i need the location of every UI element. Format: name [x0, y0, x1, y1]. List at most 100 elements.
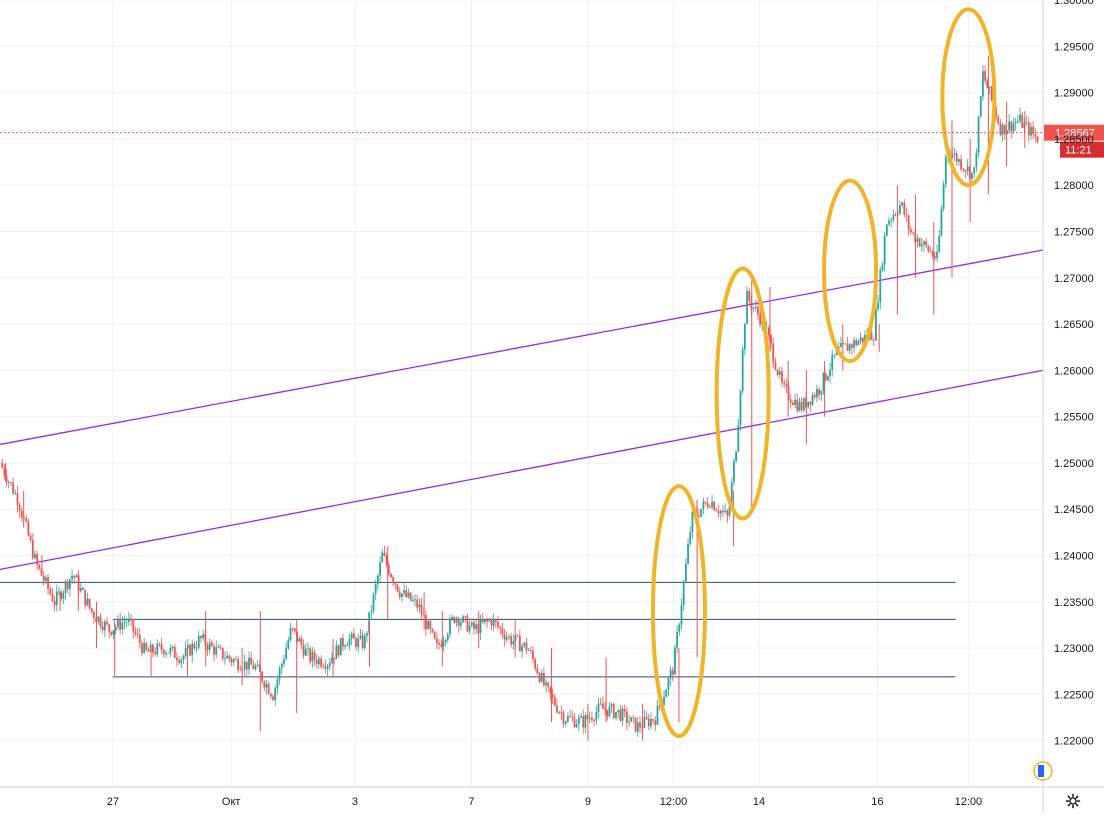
candle-body — [883, 235, 886, 265]
candle-body — [444, 639, 447, 642]
highlight-ellipses[interactable] — [650, 7, 997, 739]
channel-line[interactable] — [0, 369, 1044, 571]
candle-body — [154, 652, 156, 655]
candle-body — [90, 608, 93, 612]
candle-body — [114, 627, 117, 631]
candle-body — [617, 709, 620, 713]
candle-body — [272, 696, 274, 701]
candle-body — [774, 362, 777, 370]
candle-body — [82, 587, 84, 590]
candle-body — [979, 96, 982, 117]
candle-body — [564, 721, 567, 724]
candle-body — [619, 709, 622, 721]
candle-body — [160, 644, 163, 650]
candle-body — [964, 170, 967, 172]
candle-body — [446, 634, 449, 640]
candle-body — [597, 703, 600, 712]
candle-body — [912, 232, 914, 234]
horizontal-levels[interactable] — [0, 581, 956, 678]
candle-body — [200, 636, 202, 639]
candle-body — [811, 395, 814, 405]
channel-line[interactable] — [0, 249, 1044, 446]
candle-body — [549, 686, 552, 694]
candle-body — [687, 544, 689, 564]
y-tick-label: 1.25000 — [1054, 458, 1094, 470]
candle-body — [335, 645, 338, 660]
candle-body — [783, 382, 786, 385]
candle-body — [470, 622, 473, 626]
candle-body — [488, 620, 491, 622]
candle-body — [265, 683, 268, 688]
candle-body — [746, 290, 748, 324]
candle-body — [47, 577, 49, 589]
candle-body — [5, 475, 8, 483]
candle-body — [75, 575, 78, 578]
candle-body — [285, 648, 288, 660]
candle-body — [311, 652, 314, 662]
candle-body — [291, 628, 294, 629]
candle-body — [134, 631, 137, 634]
candle-body — [499, 626, 502, 629]
candle-body — [1001, 124, 1004, 135]
candle-body — [936, 251, 938, 259]
candle-body — [772, 343, 775, 363]
x-tick-label: 12:00 — [955, 796, 983, 808]
candle-body — [942, 184, 945, 209]
candle-body — [820, 390, 823, 395]
candle-body — [591, 717, 593, 721]
candle-body — [392, 577, 395, 583]
candle-body — [610, 704, 613, 707]
candle-body — [1019, 114, 1021, 121]
highlight-ellipse[interactable] — [714, 266, 771, 521]
candle-body — [381, 552, 384, 563]
candle-body — [674, 647, 676, 675]
candle-body — [553, 697, 556, 706]
candle-body — [239, 669, 242, 671]
candle-body — [99, 616, 102, 627]
candle-body — [938, 235, 941, 252]
candle-body — [425, 615, 427, 630]
candle-body — [997, 117, 1000, 124]
x-tick-label: 27 — [107, 796, 119, 808]
candle-body — [580, 716, 582, 718]
candle-body — [119, 619, 122, 630]
candle-body — [42, 575, 45, 581]
logo-mark — [1038, 765, 1044, 777]
candle-body — [195, 647, 198, 649]
candle-body — [213, 646, 215, 655]
candle-body — [813, 395, 816, 398]
candle-body — [383, 552, 386, 556]
candle-body — [385, 555, 388, 565]
candle-body — [235, 659, 237, 661]
candle-body — [344, 645, 347, 647]
candle-body — [567, 716, 569, 722]
y-tick-label: 1.28500 — [1054, 134, 1094, 146]
highlight-ellipse[interactable] — [940, 7, 997, 188]
trend-channel[interactable] — [0, 249, 1044, 571]
candle-body — [215, 647, 218, 655]
candle-body — [785, 384, 788, 387]
candle-body — [669, 670, 672, 679]
candle-body — [60, 591, 63, 599]
candle-body — [634, 717, 637, 732]
y-tick-label: 1.22500 — [1054, 689, 1094, 701]
candle-body — [982, 71, 984, 97]
candle-body — [918, 238, 921, 247]
candle-body — [700, 509, 703, 517]
candle-body — [542, 672, 545, 686]
candle-body — [630, 717, 633, 722]
highlight-ellipse[interactable] — [650, 484, 707, 739]
candle-body — [1008, 121, 1011, 131]
candle-body — [933, 256, 936, 259]
candle-body — [248, 657, 250, 670]
settings-button[interactable] — [1064, 792, 1082, 810]
highlight-ellipse[interactable] — [822, 178, 879, 364]
candle-body — [794, 399, 796, 406]
candle-body — [101, 626, 104, 631]
candle-body — [93, 611, 95, 619]
candle-body — [398, 591, 401, 598]
candle-body — [726, 510, 729, 516]
